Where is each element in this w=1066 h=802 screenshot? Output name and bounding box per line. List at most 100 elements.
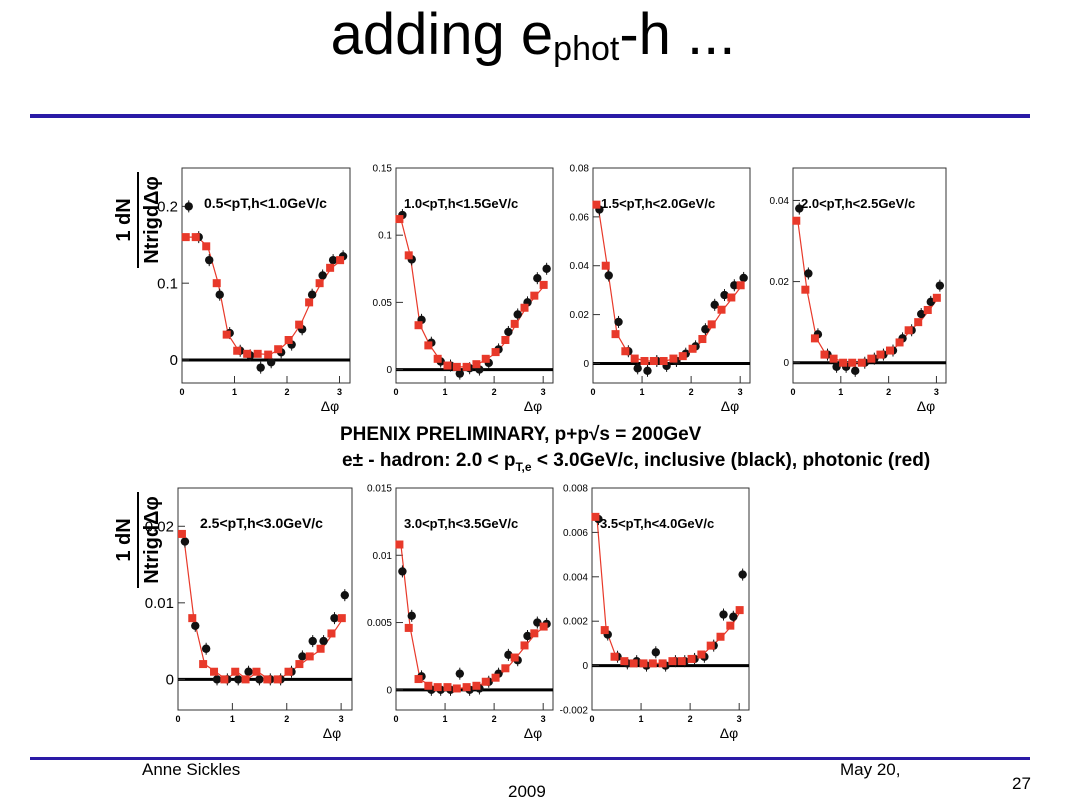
photonic-point (820, 350, 829, 359)
title-main: adding e (330, 2, 554, 67)
photonic-point (327, 629, 336, 638)
photonic-point (491, 673, 500, 682)
photonic-point (716, 632, 725, 641)
inclusive-point (851, 366, 860, 376)
photonic-point (212, 279, 221, 288)
photonic-point (659, 357, 668, 366)
plot-frame (792, 167, 947, 384)
y-axis-denominator: NtrigdΔφ (141, 176, 163, 264)
photonic-point (688, 344, 697, 353)
inclusive-point (201, 644, 211, 653)
y-axis-label-2: 1 dN NtrigdΔφ (113, 492, 163, 588)
photonic-point (316, 644, 325, 653)
photonic-point (530, 291, 539, 300)
photonic-point (735, 606, 744, 615)
title-tail: -h ... (619, 2, 736, 67)
inclusive-point (738, 570, 747, 579)
x-tick-label: 2 (492, 714, 497, 724)
x-tick-label: 1 (443, 714, 448, 724)
x-tick-label: 0 (393, 387, 398, 397)
x-tick-label: 3 (737, 714, 742, 724)
y-tick-label: 0.04 (770, 196, 790, 207)
x-tick-label: 0 (393, 714, 398, 724)
photonic-point (668, 657, 677, 666)
photonic-point (706, 641, 715, 650)
footer-date-line1: May 20, (840, 760, 901, 779)
photonic-point (472, 360, 481, 369)
photonic-point (491, 348, 500, 357)
photonic-point (867, 354, 876, 363)
photonic-point (273, 675, 282, 684)
y-tick-label: 0.02 (570, 310, 590, 321)
panel-label: 3.0<pT,h<3.5GeV/c (404, 516, 518, 531)
photonic-point (876, 350, 885, 359)
photonic-point (264, 350, 273, 359)
photonic-point (932, 293, 941, 302)
x-tick-label: 0 (179, 387, 184, 397)
photonic-point (717, 305, 726, 314)
inclusive-point (407, 611, 416, 621)
inclusive-point (804, 269, 813, 278)
photonic-point (404, 623, 413, 632)
photonic-point (640, 357, 649, 366)
photonic-fit-curve (596, 516, 742, 664)
photonic-point (241, 675, 250, 684)
plot-frame (591, 487, 750, 711)
x-tick-label: 3 (337, 387, 342, 397)
inclusive-point (307, 290, 317, 299)
photonic-point (591, 512, 600, 521)
photonic-point (336, 256, 345, 265)
footer-rule (30, 757, 1030, 760)
panel-label: 1.5<pT,h<2.0GeV/c (601, 196, 715, 211)
photonic-point (452, 362, 461, 371)
inclusive-point (504, 650, 513, 660)
inclusive-point (542, 264, 551, 273)
photonic-point (337, 614, 346, 623)
photonic-point (620, 657, 629, 666)
top-rule (30, 114, 1030, 118)
photonic-point (253, 349, 262, 358)
inclusive-point (319, 636, 328, 646)
panel-label: 3.5<pT,h<4.0GeV/c (600, 516, 714, 531)
inclusive-point (720, 290, 729, 300)
x-tick-label: 0 (175, 714, 180, 724)
inclusive-point (244, 667, 253, 676)
photonic-point (726, 621, 735, 630)
inclusive-point (533, 618, 542, 627)
x-tick-label: 2 (284, 387, 289, 397)
photonic-point (539, 622, 548, 631)
inclusive-point (191, 621, 200, 630)
inclusive-point (710, 300, 719, 310)
inclusive-point (719, 610, 728, 619)
photonic-fit-curve (187, 236, 342, 356)
footer-author: Anne Sickles (142, 760, 241, 779)
x-tick-label: 0 (589, 714, 594, 724)
page-number: 27 (1012, 774, 1031, 793)
y-tick-label: 0.008 (563, 484, 588, 495)
photonic-point (424, 341, 433, 350)
x-tick-label: 1 (639, 714, 644, 724)
photonic-point (610, 652, 619, 661)
photonic-point (220, 675, 229, 684)
inclusive-point (205, 255, 214, 265)
photonic-point (433, 354, 442, 363)
y-tick-label: 0.005 (367, 618, 392, 629)
photonic-point (233, 346, 242, 355)
inclusive-point (832, 362, 841, 371)
photonic-point (801, 285, 810, 294)
x-axis-label: Δφ (524, 398, 542, 414)
photonic-point (669, 354, 678, 363)
panel-label: 0.5<pT,h<1.0GeV/c (204, 195, 327, 211)
photonic-point (658, 659, 667, 668)
photonic-point (199, 660, 208, 669)
y-axis-label-1: 1 dN NtrigdΔφ (113, 172, 163, 268)
photonic-point (462, 683, 471, 692)
photonic-point (295, 660, 304, 669)
y-tick-label: 0 (386, 365, 392, 376)
inclusive-point (308, 636, 317, 646)
photonic-point (481, 677, 490, 686)
photonic-point (305, 298, 314, 307)
x-axis-label: Δφ (524, 725, 542, 741)
photonic-point (510, 319, 519, 328)
inclusive-point (643, 366, 652, 375)
